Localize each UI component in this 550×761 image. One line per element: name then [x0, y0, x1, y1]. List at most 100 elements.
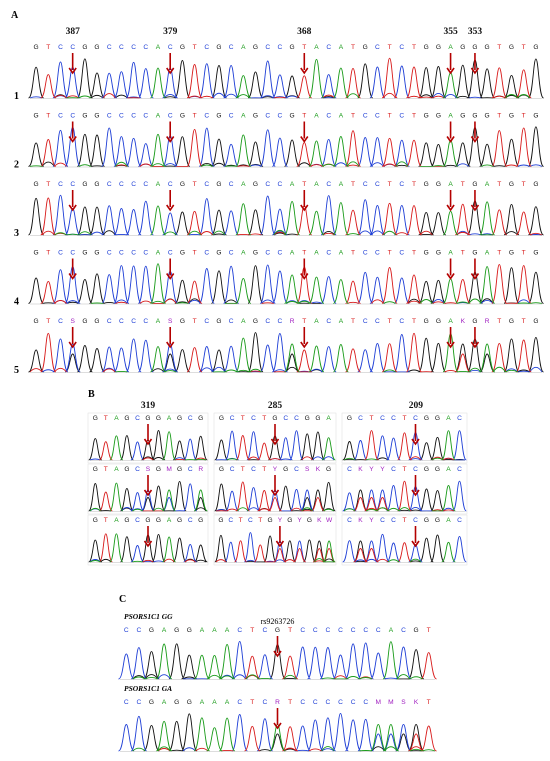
base-call: Y: [380, 466, 385, 473]
base-call: C: [263, 699, 268, 706]
base-call: G: [174, 699, 179, 706]
base-call: C: [229, 181, 234, 188]
base-call: Y: [273, 466, 278, 473]
base-call: T: [302, 44, 306, 51]
base-call: A: [167, 517, 172, 524]
base-call: C: [375, 250, 380, 257]
base-call: G: [94, 181, 99, 188]
base-call: G: [424, 250, 429, 257]
genotype-label: PSORS1C1 GA: [124, 684, 172, 693]
base-call: T: [497, 250, 501, 257]
base-call: C: [204, 250, 209, 257]
base-call: G: [435, 517, 440, 524]
base-call: C: [375, 113, 380, 120]
trace-frame: [87, 514, 209, 566]
trace-line-G: [88, 480, 208, 512]
base-call: G: [275, 627, 280, 634]
trace-line-T: [99, 441, 207, 461]
base-call: A: [241, 250, 246, 257]
base-call: Y: [369, 517, 374, 524]
base-call: S: [146, 466, 151, 473]
base-call: C: [278, 250, 283, 257]
base-call: A: [446, 466, 451, 473]
arrow-icon: [143, 475, 153, 497]
base-call: G: [82, 113, 87, 120]
arrow-icon: [270, 475, 280, 497]
base-call: G: [180, 250, 185, 257]
base-call: C: [58, 250, 63, 257]
arrow-icon: [300, 53, 309, 75]
trace-line-C: [118, 712, 412, 752]
base-call: A: [241, 318, 246, 325]
base-call: M: [166, 466, 172, 473]
base-call: G: [436, 318, 441, 325]
base-call: G: [315, 415, 320, 422]
base-call: G: [82, 250, 87, 257]
trace-line-A: [90, 263, 543, 304]
base-call: C: [119, 318, 124, 325]
base-call: G: [198, 517, 203, 524]
base-call: A: [339, 318, 344, 325]
base-call: C: [168, 181, 173, 188]
base-call: T: [522, 44, 526, 51]
base-call: A: [448, 44, 453, 51]
base-call: A: [156, 44, 161, 51]
base-call: G: [94, 318, 99, 325]
base-call: G: [216, 181, 221, 188]
base-call: C: [107, 318, 112, 325]
base-call: C: [168, 250, 173, 257]
base-call: C: [70, 113, 75, 120]
trace-line-T: [353, 542, 412, 563]
base-call: C: [380, 415, 385, 422]
trace-line-C: [118, 640, 412, 680]
base-call: C: [135, 415, 140, 422]
base-call: R: [485, 318, 490, 325]
trace-line-A: [313, 540, 336, 563]
base-call: G: [145, 517, 150, 524]
position-label-a: 355: [443, 27, 458, 37]
base-call: C: [278, 318, 283, 325]
base-call: C: [375, 44, 380, 51]
base-call: G: [180, 181, 185, 188]
base-call: C: [363, 318, 368, 325]
base-call: T: [522, 113, 526, 120]
base-call: C: [278, 113, 283, 120]
base-call: T: [369, 415, 373, 422]
panel-a-label: A: [11, 10, 19, 21]
base-call: K: [358, 466, 363, 473]
arrow-icon: [68, 121, 77, 143]
trace-line-G: [214, 431, 326, 461]
arrow-icon: [411, 475, 420, 497]
base-call: G: [435, 466, 440, 473]
base-call: A: [290, 181, 295, 188]
base-call: A: [167, 415, 172, 422]
base-call: T: [193, 113, 197, 120]
base-call: C: [131, 44, 136, 51]
base-call: C: [326, 318, 331, 325]
base-call: G: [533, 181, 538, 188]
base-call: G: [177, 415, 182, 422]
base-call: G: [472, 44, 477, 51]
base-call: G: [177, 517, 182, 524]
base-call: G: [305, 415, 310, 422]
base-call: G: [307, 517, 312, 524]
base-call: C: [251, 415, 256, 422]
base-call: C: [204, 318, 209, 325]
base-call: C: [237, 699, 242, 706]
base-call: C: [375, 318, 380, 325]
base-call: C: [399, 113, 404, 120]
base-call: G: [268, 517, 273, 524]
base-call: C: [70, 181, 75, 188]
base-call: T: [241, 415, 245, 422]
arrow-icon: [68, 327, 77, 349]
base-call: G: [485, 44, 490, 51]
sample-number: 4: [14, 297, 19, 308]
trace-line-G: [143, 713, 425, 752]
